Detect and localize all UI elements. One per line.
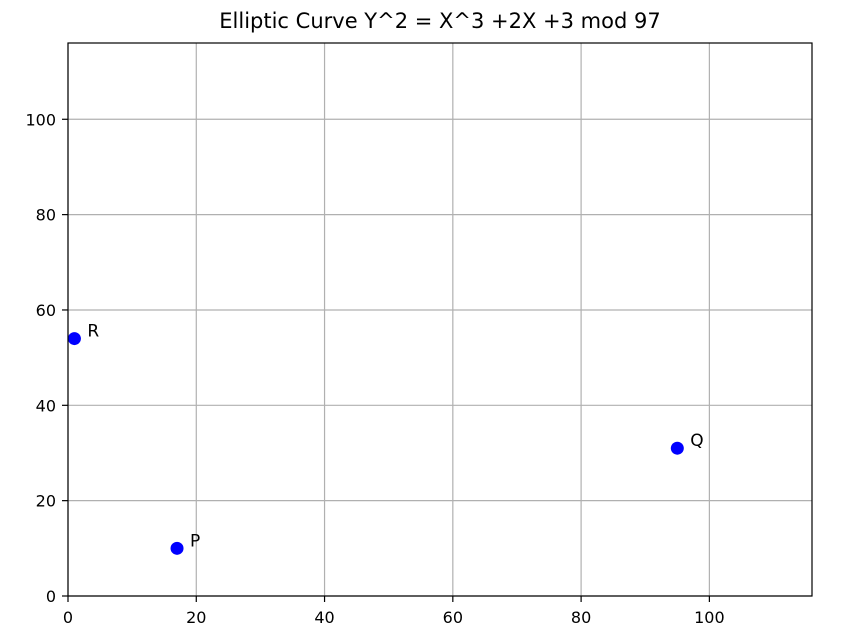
y-tick-label: 40 [36, 396, 56, 415]
point-p-marker [170, 541, 184, 555]
point-q-marker [670, 441, 684, 455]
ticks-layer: 0 20 40 60 80 100 0 20 40 60 80 100 [25, 110, 724, 627]
point-q-label: Q [690, 431, 703, 451]
chart-title: Elliptic Curve Y^2 = X^3 +2X +3 mod 97 [219, 9, 660, 33]
x-tick-label: 60 [443, 608, 463, 627]
y-tick-label: 100 [25, 110, 56, 129]
y-tick-label: 80 [36, 206, 56, 225]
points-layer: P Q R [67, 322, 704, 555]
y-tick-label: 20 [36, 492, 56, 511]
y-tick-label: 60 [36, 301, 56, 320]
y-tick-label: 0 [46, 587, 56, 606]
x-tick-label: 0 [63, 608, 73, 627]
x-tick-label: 40 [314, 608, 334, 627]
x-tick-label: 20 [186, 608, 206, 627]
x-tick-label: 100 [694, 608, 725, 627]
point-r-marker [67, 332, 81, 346]
axes-frame [67, 42, 813, 597]
point-r-label: R [87, 322, 99, 342]
point-p-label: P [190, 531, 200, 551]
x-tick-label: 80 [571, 608, 591, 627]
